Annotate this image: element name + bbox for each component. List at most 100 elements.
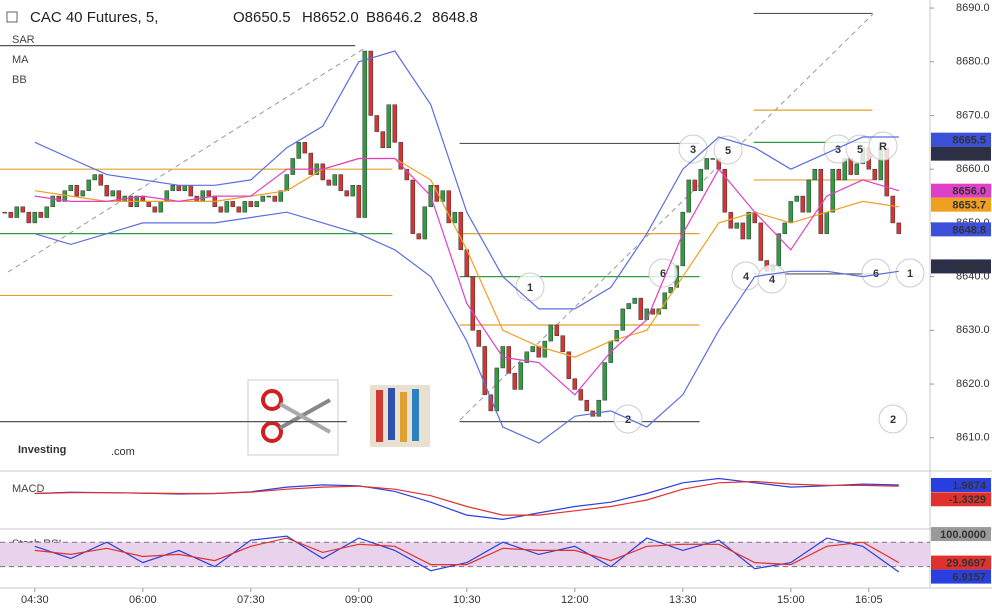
candle: [632, 297, 638, 304]
candle: [200, 190, 206, 202]
candle: [572, 378, 578, 390]
indicator-label[interactable]: MACD: [12, 483, 44, 495]
candle: [110, 190, 116, 197]
price-tag: [931, 492, 991, 507]
candle: [776, 233, 782, 267]
candle: [218, 206, 224, 213]
wave-label: 5: [725, 145, 731, 157]
candle: [152, 206, 158, 213]
wave-marker: [878, 404, 908, 434]
candle: [560, 335, 566, 353]
candle: [146, 201, 152, 208]
price-tag-label: 8653.7: [952, 200, 986, 212]
collapse-icon[interactable]: [6, 11, 18, 23]
candle: [278, 190, 284, 202]
price-tag-label: 8656.0: [952, 186, 986, 198]
price-tag: [931, 259, 991, 274]
price-tag: [931, 477, 991, 492]
indicator-line: [34, 535, 900, 573]
y-tick-label: 8680.0: [956, 56, 990, 68]
candle: [872, 168, 878, 181]
price-tag: [931, 527, 991, 542]
candle: [248, 201, 254, 208]
candle: [338, 174, 344, 191]
logo-suffix: .com: [111, 446, 135, 458]
wave-marker: [895, 258, 925, 288]
quote-high: H8652.0: [302, 9, 359, 26]
candle: [260, 195, 266, 202]
candle: [524, 351, 530, 363]
wave-label: 1: [907, 268, 913, 280]
candle: [74, 185, 80, 197]
candle: [482, 346, 488, 396]
candle: [818, 168, 824, 234]
candle: [440, 190, 446, 202]
price-tag: [931, 569, 991, 584]
wave-label: 3: [690, 144, 696, 156]
symbol-title: CAC 40 Futures, 5,: [30, 9, 158, 26]
wave-label: 3: [835, 144, 841, 156]
indicator-line: [34, 157, 899, 396]
indicator-line: [34, 211, 899, 444]
trend-line: [7, 47, 366, 273]
wave-marker: [678, 134, 708, 164]
x-tick-label: 06:00: [129, 594, 157, 606]
price-tag-label: 8641.9: [952, 261, 986, 273]
wave-label: 6: [660, 268, 666, 280]
y-tick-label: 8660.0: [956, 163, 990, 175]
candle: [308, 152, 314, 175]
y-tick-label: 8630.0: [956, 324, 990, 336]
candle: [578, 389, 584, 401]
candle: [788, 201, 794, 224]
wave-marker: [648, 258, 678, 288]
wave-label: 1: [527, 282, 533, 294]
indicator-label[interactable]: MA: [12, 54, 29, 66]
candle: [182, 185, 188, 191]
candle: [356, 185, 362, 218]
candle: [410, 179, 416, 234]
candle: [698, 168, 704, 191]
candle: [446, 190, 452, 224]
indicator-line: [34, 537, 900, 566]
y-tick-label: 8620.0: [956, 378, 990, 390]
candle: [854, 163, 860, 175]
candle: [44, 206, 50, 218]
price-tag-label: 8648.8: [952, 224, 986, 236]
candle: [566, 351, 572, 379]
candle: [530, 346, 536, 353]
candle: [380, 131, 386, 148]
candle: [26, 211, 32, 224]
candle: [230, 201, 236, 208]
candle: [158, 201, 164, 213]
x-tick-label: 12:00: [561, 594, 589, 606]
price-tag-label: -1.3329: [949, 494, 986, 506]
candle: [638, 297, 644, 320]
indicator-label[interactable]: SAR: [12, 34, 35, 46]
candle: [800, 195, 806, 213]
candle: [302, 142, 308, 154]
candle: [458, 211, 464, 251]
candle: [104, 185, 110, 197]
x-tick-label: 16:05: [855, 594, 883, 606]
indicator-label[interactable]: BB: [12, 74, 27, 86]
candle: [746, 211, 752, 240]
x-tick-label: 07:30: [237, 594, 265, 606]
price-tag: [931, 222, 991, 237]
candle: [50, 195, 56, 208]
indicator-line: [34, 480, 899, 516]
candle: [692, 179, 698, 191]
candle: [254, 201, 260, 208]
candle: [404, 168, 410, 181]
candle: [392, 104, 398, 143]
candle: [584, 399, 590, 412]
candle: [704, 158, 710, 170]
candle: [272, 195, 278, 202]
candle: [782, 222, 788, 234]
trend-line: [459, 13, 874, 421]
candle: [176, 185, 182, 191]
candle: [206, 190, 212, 197]
candle: [680, 211, 686, 267]
candle: [470, 276, 476, 331]
